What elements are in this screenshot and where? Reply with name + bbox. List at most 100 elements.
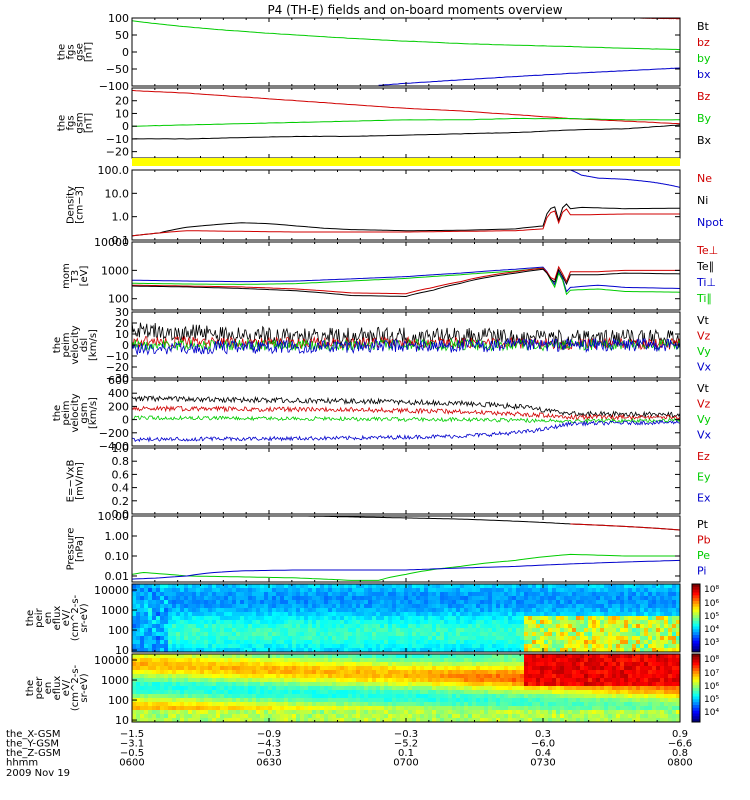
spectrogram-cell bbox=[244, 588, 249, 593]
spectrogram-cell bbox=[304, 588, 309, 593]
spectrogram-cell bbox=[568, 718, 573, 723]
spectrogram-cell bbox=[156, 584, 161, 589]
spectrogram-cell bbox=[656, 636, 661, 641]
spectrogram-cell bbox=[320, 636, 325, 641]
spectrogram-cell bbox=[448, 658, 453, 663]
spectrogram-cell bbox=[244, 702, 249, 707]
spectrogram-cell bbox=[348, 674, 353, 679]
legend-entry: Bz bbox=[697, 90, 711, 103]
spectrogram-cell bbox=[452, 678, 457, 683]
spectrogram-cell bbox=[280, 604, 285, 609]
spectrogram-cell bbox=[156, 624, 161, 629]
spectrogram-cell bbox=[340, 658, 345, 663]
spectrogram-cell bbox=[168, 636, 173, 641]
legend-entry: Pe bbox=[697, 549, 710, 562]
spectrogram-cell bbox=[372, 608, 377, 613]
spectrogram-cell bbox=[408, 662, 413, 667]
spectrogram-cell bbox=[504, 584, 509, 589]
spectrogram-cell bbox=[300, 658, 305, 663]
spectrogram-cell bbox=[456, 694, 461, 699]
spectrogram-cell bbox=[184, 678, 189, 683]
spectrogram-cell bbox=[208, 662, 213, 667]
spectrogram-cell bbox=[444, 714, 449, 719]
spectrogram-cell bbox=[580, 636, 585, 641]
spectrogram-cell bbox=[488, 608, 493, 613]
spectrogram-cell bbox=[384, 588, 389, 593]
spectrogram-cell bbox=[660, 628, 665, 633]
spectrogram-cell bbox=[472, 612, 477, 617]
spectrogram-cell bbox=[636, 620, 641, 625]
spectrogram-cell bbox=[492, 658, 497, 663]
spectrogram-cell bbox=[572, 596, 577, 601]
spectrogram-cell bbox=[228, 628, 233, 633]
spectrogram-cell bbox=[208, 678, 213, 683]
spectrogram-cell bbox=[420, 644, 425, 649]
y-tick-label: −10 bbox=[106, 350, 129, 363]
spectrogram-cell bbox=[464, 584, 469, 589]
spectrogram-cell bbox=[232, 640, 237, 645]
spectrogram-cell bbox=[428, 640, 433, 645]
spectrogram-cell bbox=[312, 706, 317, 711]
spectrogram-cell bbox=[516, 628, 521, 633]
spectrogram-cell bbox=[320, 678, 325, 683]
spectrogram-cell bbox=[556, 604, 561, 609]
spectrogram-cell bbox=[136, 632, 141, 637]
spectrogram-cell bbox=[448, 706, 453, 711]
spectrogram-cell bbox=[320, 620, 325, 625]
spectrogram-cell bbox=[548, 718, 553, 723]
spectrogram-cell bbox=[216, 644, 221, 649]
spectrogram-cell bbox=[416, 588, 421, 593]
spectrogram-cell bbox=[152, 624, 157, 629]
spectrogram-cell bbox=[496, 666, 501, 671]
spectrogram-cell bbox=[384, 686, 389, 691]
spectrogram-cell bbox=[264, 694, 269, 699]
spectrogram-cell bbox=[304, 710, 309, 715]
colorbar-swatch bbox=[692, 603, 700, 608]
spectrogram-cell bbox=[256, 584, 261, 589]
spectrogram-peir-en-eflux: 10000100010010thepeirenefluxeV/(cm^2-s-s… bbox=[25, 583, 719, 657]
spectrogram-cell bbox=[448, 648, 453, 653]
spectrogram-cell bbox=[664, 608, 669, 613]
spectrogram-cell bbox=[324, 666, 329, 671]
spectrogram-cell bbox=[160, 678, 165, 683]
spectrogram-cell bbox=[256, 694, 261, 699]
spectrogram-cell bbox=[256, 702, 261, 707]
spectrogram-cell bbox=[196, 648, 201, 653]
spectrogram-cell bbox=[472, 640, 477, 645]
spectrogram-cell bbox=[664, 616, 669, 621]
spectrogram-cell bbox=[556, 666, 561, 671]
spectrogram-cell bbox=[156, 604, 161, 609]
spectrogram-cell bbox=[508, 596, 513, 601]
spectrogram-cell bbox=[360, 666, 365, 671]
spectrogram-cell bbox=[616, 588, 621, 593]
spectrogram-cell bbox=[524, 620, 529, 625]
spectrogram-cell bbox=[560, 674, 565, 679]
spectrogram-cell bbox=[308, 624, 313, 629]
spectrogram-cell bbox=[484, 670, 489, 675]
spectrogram-cell bbox=[516, 608, 521, 613]
spectrogram-cell bbox=[232, 608, 237, 613]
spectrogram-cell bbox=[548, 584, 553, 589]
spectrogram-cell bbox=[552, 686, 557, 691]
spectrogram-cell bbox=[356, 644, 361, 649]
spectrogram-cell bbox=[476, 620, 481, 625]
spectrogram-cell bbox=[268, 678, 273, 683]
spectrogram-cell bbox=[568, 698, 573, 703]
spectrogram-cell bbox=[312, 596, 317, 601]
spectrogram-cell bbox=[620, 640, 625, 645]
spectrogram-cell bbox=[560, 644, 565, 649]
spectrogram-cell bbox=[316, 706, 321, 711]
spectrogram-cell bbox=[200, 644, 205, 649]
spectrogram-cell bbox=[592, 584, 597, 589]
spectrogram-cell bbox=[360, 694, 365, 699]
spectrogram-cell bbox=[332, 714, 337, 719]
panel-frame bbox=[131, 447, 681, 515]
spectrogram-cell bbox=[352, 604, 357, 609]
spectrogram-cell bbox=[188, 698, 193, 703]
spectrogram-cell bbox=[528, 686, 533, 691]
spectrogram-cell bbox=[524, 616, 529, 621]
spectrogram-cell bbox=[520, 714, 525, 719]
spectrogram-cell bbox=[336, 600, 341, 605]
spectrogram-cell bbox=[452, 608, 457, 613]
